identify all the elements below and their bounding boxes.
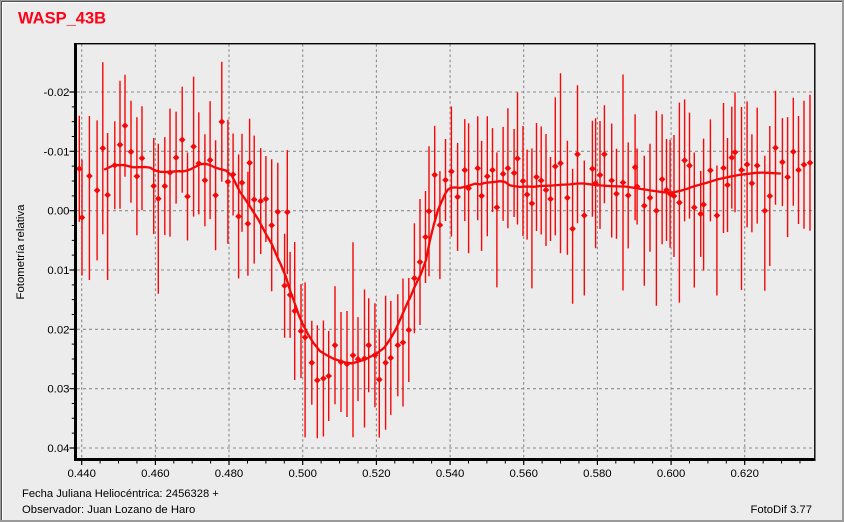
svg-text:Fecha Juliana Heliocéntrica: 2: Fecha Juliana Heliocéntrica: 2456328 + <box>22 488 219 500</box>
svg-text:0.01: 0.01 <box>47 265 69 277</box>
svg-text:0.460: 0.460 <box>141 468 170 480</box>
svg-text:0.04: 0.04 <box>47 443 69 455</box>
svg-text:0.620: 0.620 <box>730 468 759 480</box>
svg-text:0.560: 0.560 <box>509 468 538 480</box>
svg-text:0.540: 0.540 <box>436 468 465 480</box>
svg-text:0.480: 0.480 <box>215 468 244 480</box>
svg-text:-0.02: -0.02 <box>44 87 70 99</box>
svg-text:FotoDif 3.77: FotoDif 3.77 <box>750 504 812 516</box>
svg-text:0.00: 0.00 <box>47 206 69 218</box>
svg-text:0.600: 0.600 <box>657 468 686 480</box>
svg-text:0.580: 0.580 <box>583 468 612 480</box>
svg-text:0.02: 0.02 <box>47 324 69 336</box>
svg-text:Observador: Juan Lozano de Har: Observador: Juan Lozano de Haro <box>22 504 195 516</box>
svg-text:0.440: 0.440 <box>67 468 96 480</box>
svg-text:0.500: 0.500 <box>288 468 317 480</box>
svg-text:WASP_43B: WASP_43B <box>18 10 106 28</box>
svg-text:-0.01: -0.01 <box>44 146 70 158</box>
svg-text:Fotometría relativa: Fotometría relativa <box>15 204 27 300</box>
svg-text:0.520: 0.520 <box>362 468 391 480</box>
svg-text:0.03: 0.03 <box>47 384 69 396</box>
